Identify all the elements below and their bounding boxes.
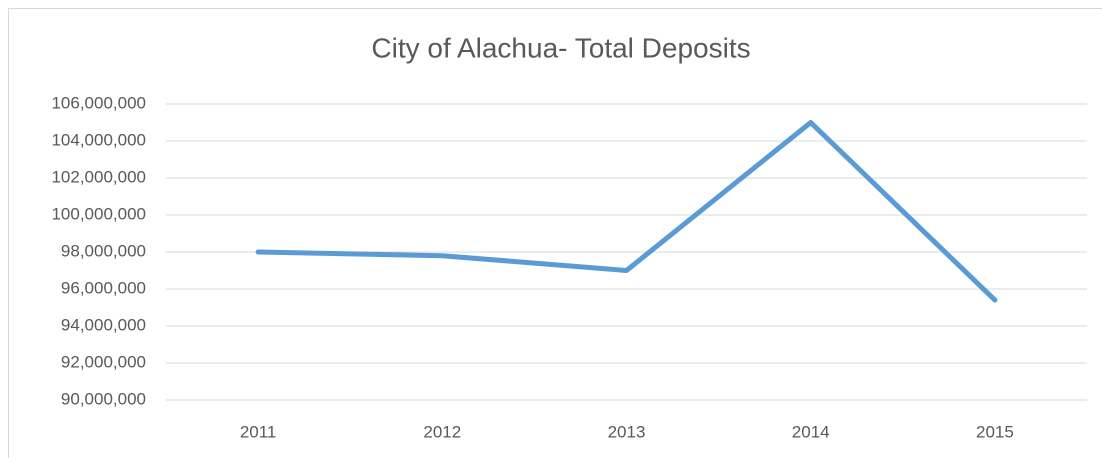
y-tick-label: 106,000,000 bbox=[51, 93, 146, 112]
chart-border bbox=[8, 8, 1102, 458]
chart-title: City of Alachua- Total Deposits bbox=[371, 32, 750, 63]
y-tick-label: 100,000,000 bbox=[51, 204, 146, 223]
y-tick-label: 90,000,000 bbox=[61, 389, 146, 408]
y-tick-label: 92,000,000 bbox=[61, 352, 146, 371]
y-tick-label: 104,000,000 bbox=[51, 130, 146, 149]
x-tick-label: 2012 bbox=[423, 422, 461, 441]
y-tick-label: 94,000,000 bbox=[61, 315, 146, 334]
x-tick-label: 2013 bbox=[608, 422, 646, 441]
x-tick-label: 2011 bbox=[240, 422, 277, 441]
y-tick-label: 96,000,000 bbox=[61, 278, 146, 297]
data-line bbox=[255, 120, 998, 303]
x-tick-label: 2014 bbox=[792, 422, 830, 441]
y-tick-label: 102,000,000 bbox=[51, 167, 146, 186]
x-tick-label: 2015 bbox=[976, 422, 1014, 441]
y-tick-label: 98,000,000 bbox=[61, 241, 146, 260]
